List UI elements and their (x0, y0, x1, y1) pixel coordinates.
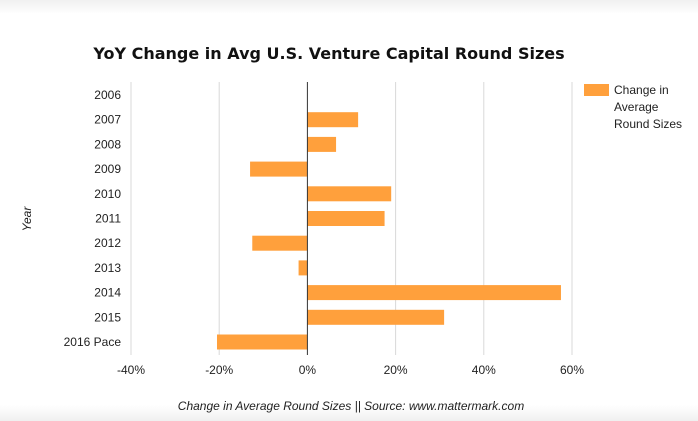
x-tick-labels: -40% -20% 0% 20% 40% 60% (117, 363, 584, 377)
x-tick-label: 0% (299, 363, 317, 377)
bar (250, 161, 308, 177)
x-tick-label: -40% (117, 363, 145, 377)
y-tick-label: 2008 (94, 137, 121, 151)
legend-line-3: Round Sizes (614, 117, 682, 131)
y-tick-label: 2007 (94, 113, 121, 127)
bar (307, 309, 445, 325)
bar (307, 186, 392, 202)
x-tick-label: 60% (560, 363, 584, 377)
bar (307, 211, 385, 226)
bars (216, 112, 561, 350)
y-tick-label: 2006 (94, 88, 121, 102)
bar (252, 235, 308, 251)
x-tick-label: 20% (384, 363, 408, 377)
y-tick-label: 2012 (94, 236, 121, 250)
legend: Change in Average Round Sizes (584, 83, 682, 131)
y-tick-label: 2011 (95, 212, 121, 226)
x-tick-label: -20% (205, 363, 233, 377)
bar (307, 112, 359, 128)
y-axis-title: Year (20, 206, 34, 232)
gridlines (130, 82, 573, 355)
y-tick-label: 2009 (94, 162, 121, 176)
y-tick-label: 2015 (94, 310, 121, 324)
y-tick-label: 2013 (94, 261, 121, 275)
chart-title: YoY Change in Avg U.S. Venture Capital R… (92, 44, 564, 63)
y-tick-labels: 2006 2007 2008 2009 2010 2011 2012 2013 2014 2015… (64, 88, 122, 349)
y-tick-label: 2014 (94, 286, 121, 300)
bar (298, 260, 308, 276)
bar (307, 136, 337, 152)
bar (307, 285, 561, 301)
legend-swatch (584, 84, 609, 96)
y-tick-label: 2010 (94, 187, 121, 201)
y-tick-label: 2016 Pace (64, 335, 122, 349)
x-tick-label: 40% (472, 363, 496, 377)
legend-line-2: Average (614, 100, 659, 114)
x-axis-title: Change in Average Round Sizes || Source:… (178, 399, 524, 413)
legend-line-1: Change in (614, 83, 669, 97)
bar (216, 334, 308, 350)
